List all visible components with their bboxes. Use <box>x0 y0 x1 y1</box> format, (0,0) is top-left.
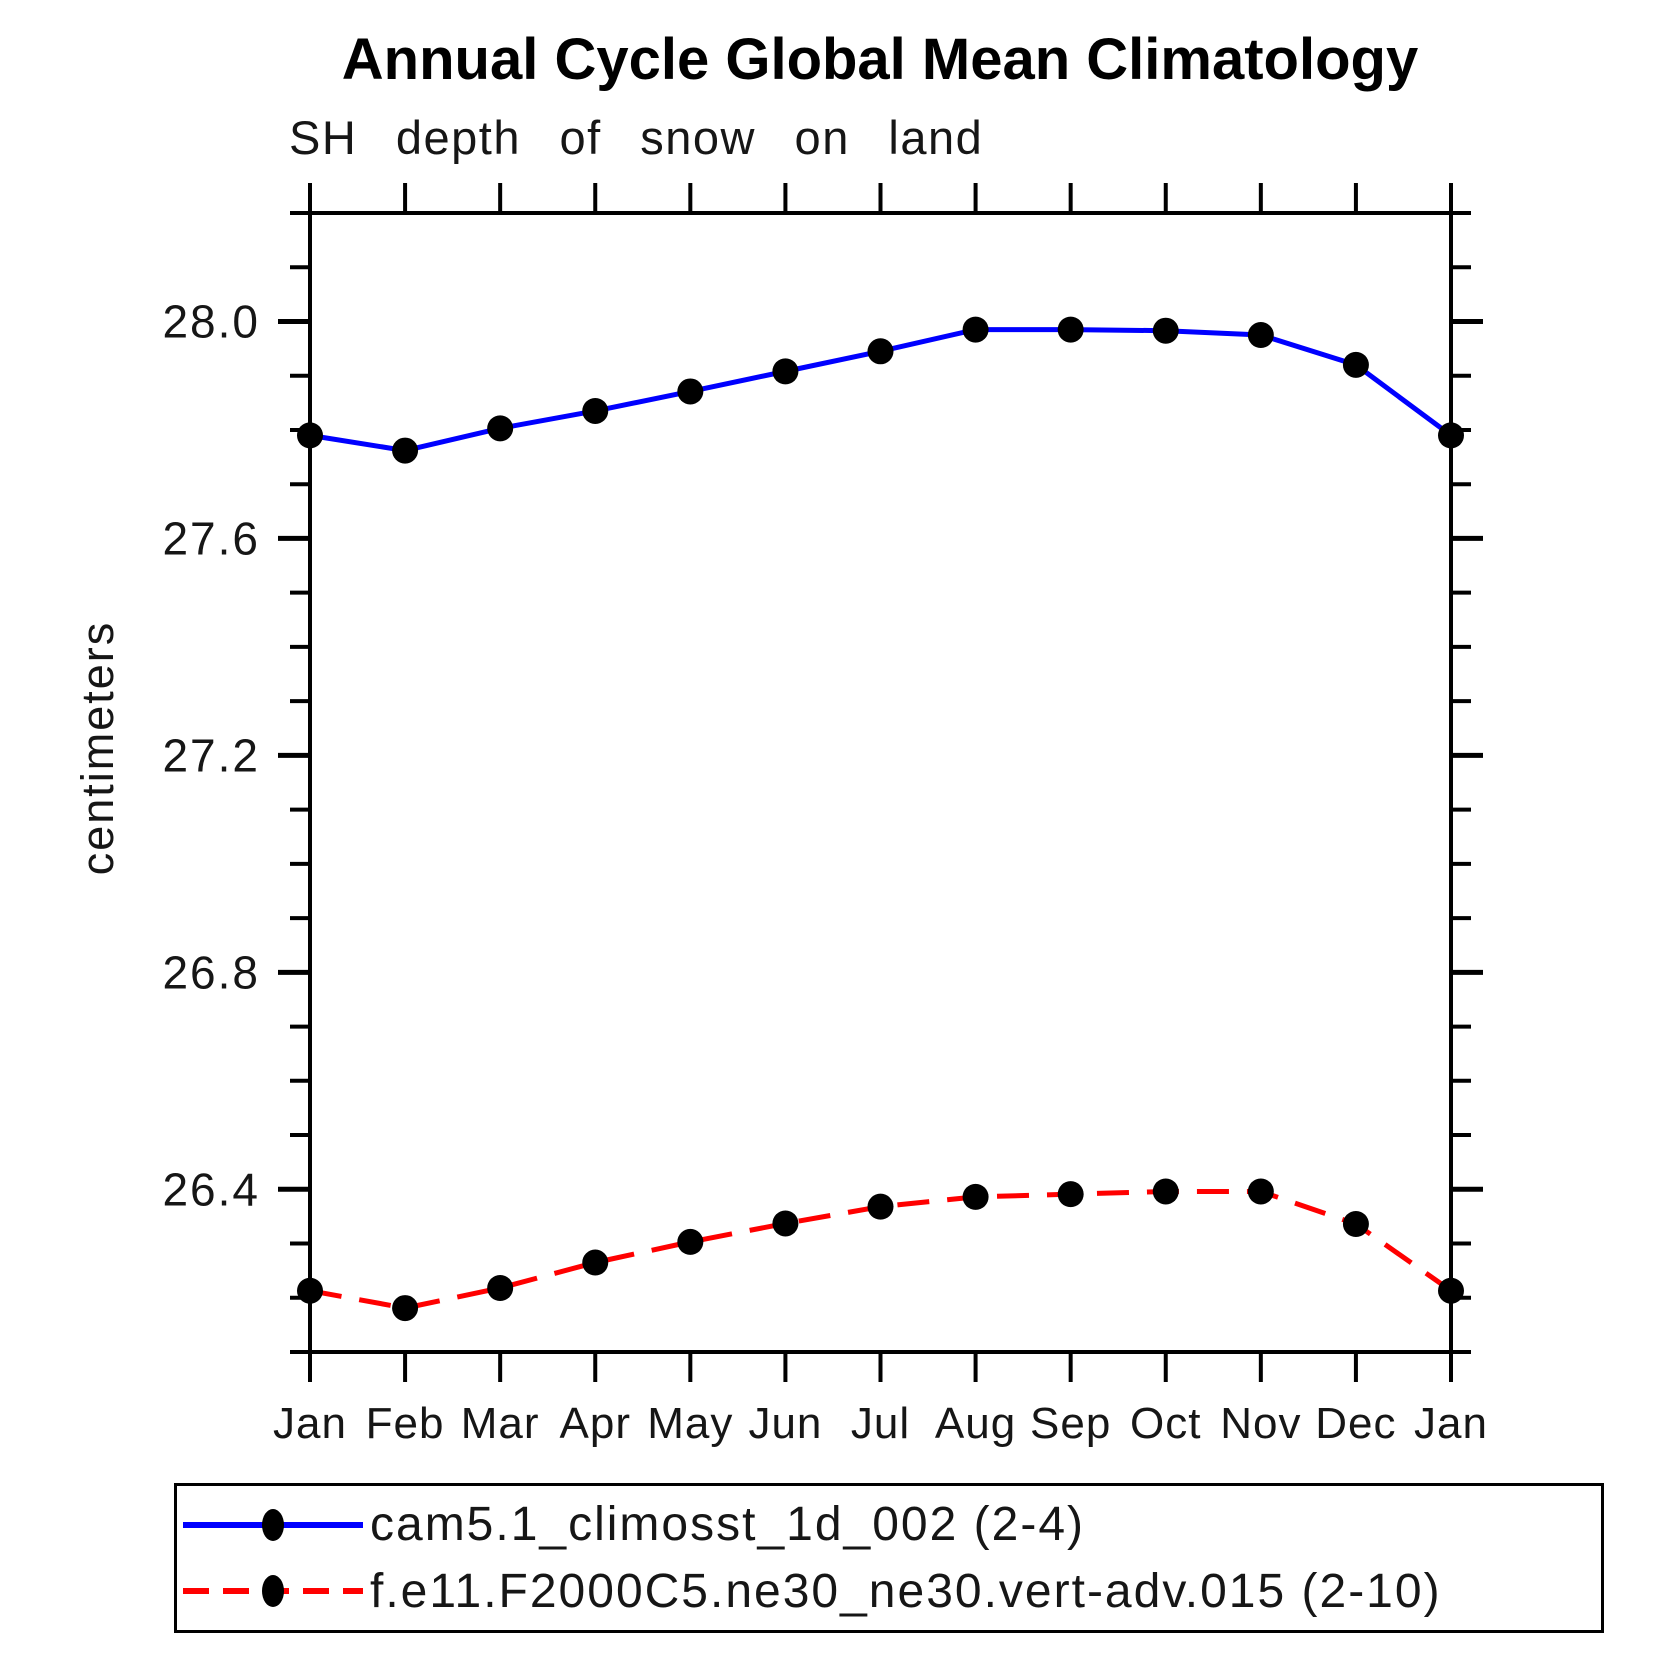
legend-label: f.e11.F2000C5.ne30_ne30.vert-adv.015 (2-… <box>370 1564 1442 1618</box>
x-tick-label: Jun <box>748 1399 822 1448</box>
data-point-marker <box>1438 422 1464 449</box>
data-point-marker <box>677 378 704 405</box>
chart-title: Annual Cycle Global Mean Climatology <box>341 27 1419 92</box>
data-point-marker <box>1342 1210 1369 1237</box>
data-point-marker <box>962 316 989 343</box>
legend-marker-icon <box>262 1575 284 1608</box>
x-tick-label: Jan <box>1414 1399 1488 1448</box>
data-point-marker <box>1342 351 1369 378</box>
data-point-marker <box>1057 1181 1084 1208</box>
data-point-marker <box>772 358 799 385</box>
x-tick-label: Jan <box>273 1399 347 1448</box>
y-axis-title: centimeters <box>72 620 123 876</box>
data-point-marker <box>867 1193 894 1220</box>
data-point-marker <box>297 422 323 449</box>
x-tick-label: Dec <box>1315 1399 1396 1448</box>
plot-border <box>308 211 1453 1354</box>
data-point-marker <box>1152 1178 1179 1205</box>
data-point-marker <box>772 1210 799 1237</box>
chart-subtitle: SH depth of snow on land <box>289 111 984 164</box>
y-tick-label: 26.4 <box>162 1163 260 1215</box>
data-point-marker <box>487 1274 514 1301</box>
data-point-marker <box>582 1249 609 1276</box>
y-tick-label: 27.2 <box>162 729 260 781</box>
data-point-marker <box>867 338 894 365</box>
data-point-marker <box>1247 1178 1274 1205</box>
x-tick-label: Aug <box>935 1399 1016 1448</box>
data-point-marker <box>1057 316 1084 343</box>
legend-label: cam5.1_climosst_1d_002 (2-4) <box>370 1498 1085 1552</box>
x-tick-label: Mar <box>461 1399 540 1448</box>
legend-line-sample <box>183 1508 363 1541</box>
legend-line-sample <box>183 1575 363 1608</box>
y-tick-label: 28.0 <box>162 295 260 347</box>
legend: cam5.1_climosst_1d_002 (2-4) f.e11.F2000C… <box>174 1483 1604 1633</box>
data-point-marker <box>1438 1277 1464 1304</box>
data-point-marker <box>677 1228 704 1255</box>
y-tick-label: 27.6 <box>162 512 260 564</box>
data-point-marker <box>392 1295 419 1322</box>
x-tick-label: Apr <box>560 1399 631 1448</box>
x-tick-label: Jul <box>851 1399 910 1448</box>
data-point-marker <box>297 1277 323 1304</box>
y-tick-label: 26.8 <box>162 946 260 998</box>
x-tick-label: Sep <box>1030 1399 1111 1448</box>
legend-entry: cam5.1_climosst_1d_002 (2-4) <box>181 1497 1601 1552</box>
x-tick-label: Oct <box>1130 1399 1201 1448</box>
x-tick-label: May <box>647 1399 733 1448</box>
data-point-marker <box>582 397 609 424</box>
x-tick-label: Nov <box>1220 1399 1301 1448</box>
x-tick-label: Feb <box>366 1399 445 1448</box>
data-point-marker <box>487 415 514 442</box>
data-point-marker <box>1247 322 1274 349</box>
legend-marker-icon <box>262 1508 284 1541</box>
data-point-marker <box>1152 317 1179 344</box>
legend-entry: f.e11.F2000C5.ne30_ne30.vert-adv.015 (2-… <box>181 1564 1601 1619</box>
data-point-marker <box>392 437 419 464</box>
data-point-marker <box>962 1183 989 1210</box>
